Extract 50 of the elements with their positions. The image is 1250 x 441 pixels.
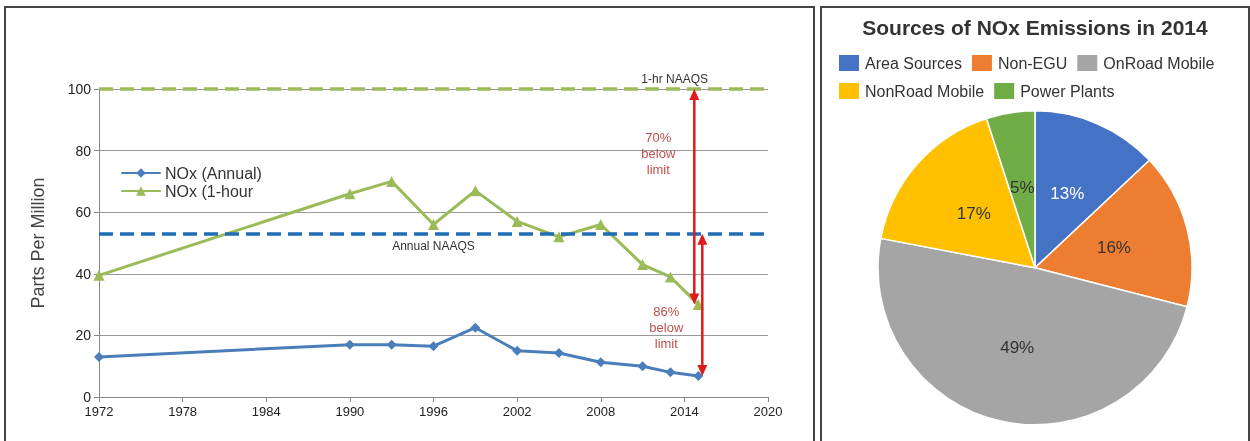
data-label: 16% bbox=[1096, 238, 1131, 258]
point bbox=[94, 351, 104, 362]
data-label: 5% bbox=[1009, 177, 1035, 197]
x-tick-label: 2002 bbox=[502, 404, 532, 419]
point bbox=[344, 339, 355, 350]
ref-line-label: Annual NAAQS bbox=[392, 238, 475, 253]
x-tick-label: 1990 bbox=[335, 404, 365, 419]
legend-label: NonRoad Mobile bbox=[865, 82, 985, 100]
x-tick-label: 1996 bbox=[419, 404, 448, 419]
y-tick-label: 80 bbox=[75, 142, 92, 159]
point bbox=[512, 345, 523, 356]
chart-title: Sources of NOx Emissions in 2014 bbox=[862, 16, 1209, 39]
point bbox=[637, 259, 649, 271]
point bbox=[428, 341, 439, 352]
y-tick-label: 60 bbox=[75, 204, 92, 221]
point bbox=[595, 357, 606, 368]
legend-label: Area Sources bbox=[865, 54, 962, 72]
ref-line-label: 1-hr NAAQS bbox=[641, 72, 708, 86]
x-tick-label: 2008 bbox=[586, 404, 616, 419]
point bbox=[386, 339, 397, 350]
legend-label: NOx (1-hour bbox=[165, 182, 254, 200]
y-axis-title: Parts Per Million bbox=[28, 177, 48, 309]
x-tick-label: 1972 bbox=[84, 404, 114, 419]
annotation: 86% below limit bbox=[649, 303, 684, 351]
point bbox=[553, 231, 565, 243]
point bbox=[637, 361, 648, 372]
point bbox=[664, 271, 676, 283]
data-label: 49% bbox=[1000, 337, 1035, 357]
point bbox=[693, 371, 704, 382]
point bbox=[470, 322, 481, 333]
y-tick-label: 40 bbox=[75, 265, 92, 282]
y-tick-label: 0 bbox=[83, 389, 92, 405]
point bbox=[428, 219, 439, 231]
data-label: 13% bbox=[1050, 183, 1085, 203]
point bbox=[93, 269, 105, 281]
data-label: 17% bbox=[956, 204, 991, 224]
x-tick-label: 2020 bbox=[753, 404, 783, 419]
point bbox=[344, 188, 356, 200]
point bbox=[665, 367, 676, 378]
legend-label: OnRoad Mobile bbox=[1103, 54, 1215, 72]
y-tick-label: 20 bbox=[75, 327, 92, 344]
x-tick-label: 1984 bbox=[251, 404, 281, 419]
legend-label: NOx (Annual) bbox=[165, 164, 262, 182]
point bbox=[469, 185, 481, 197]
y-tick-label: 100 bbox=[67, 81, 92, 97]
x-tick-label: 2014 bbox=[669, 404, 699, 419]
legend-label: Power Plants bbox=[1020, 82, 1115, 100]
x-tick-label: 1978 bbox=[168, 404, 198, 419]
legend-label: Non-EGU bbox=[997, 54, 1068, 72]
point bbox=[511, 215, 523, 227]
